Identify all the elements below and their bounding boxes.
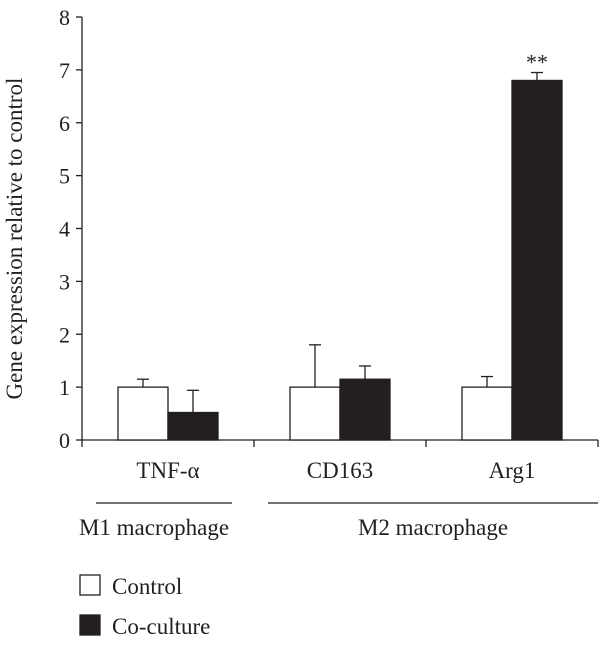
bar <box>511 79 563 441</box>
bar <box>339 378 391 441</box>
bars <box>117 71 563 441</box>
group-label: M2 macrophage <box>358 515 508 540</box>
significance-label: ** <box>526 50 548 75</box>
labels: Gene expression relative to control TNF-α… <box>2 50 548 483</box>
group-brackets: M1 macrophage M2 macrophage <box>79 502 598 540</box>
legend-swatch <box>79 614 101 636</box>
y-tick-label: 5 <box>59 164 70 189</box>
y-tick-label: 0 <box>59 428 70 453</box>
y-tick-label: 3 <box>59 269 70 294</box>
y-tick-label: 6 <box>59 111 70 136</box>
bar <box>167 411 219 441</box>
legend: Control Co-culture <box>79 574 210 639</box>
category-label: CD163 <box>307 458 373 483</box>
category-label: Arg1 <box>489 458 536 483</box>
y-tick-label: 2 <box>59 322 70 347</box>
y-axis-label: Gene expression relative to control <box>2 78 27 400</box>
y-tick-label: 8 <box>59 5 70 30</box>
bar <box>461 386 513 441</box>
legend-label: Co-culture <box>112 614 210 639</box>
legend-label: Control <box>112 574 182 599</box>
bar <box>289 386 341 441</box>
y-tick-label: 7 <box>59 58 70 83</box>
y-tick-label: 4 <box>59 217 70 242</box>
y-tick-label: 1 <box>59 375 70 400</box>
bar <box>117 386 169 441</box>
legend-swatch <box>79 574 101 596</box>
group-label: M1 macrophage <box>79 515 229 540</box>
category-label: TNF-α <box>136 458 199 483</box>
